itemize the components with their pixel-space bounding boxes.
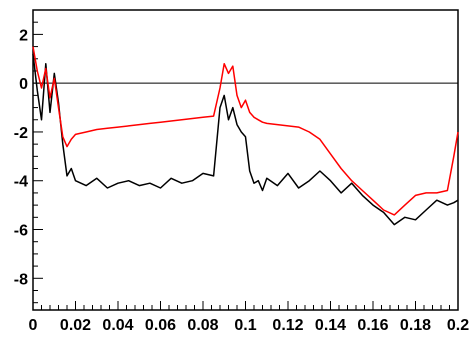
x-tick-label: 0 bbox=[29, 317, 38, 334]
x-tick-label: 0.16 bbox=[357, 317, 388, 334]
x-tick-label: 0.02 bbox=[60, 317, 91, 334]
y-tick-label: 2 bbox=[19, 27, 28, 44]
series-layer bbox=[32, 46, 459, 226]
y-tick-label: -6 bbox=[14, 223, 28, 240]
x-tick-labels: 0 0.02 0.04 0.06 0.08 0.1 0.12 0.14 0.16 0.18 0.2 bbox=[29, 317, 470, 334]
x-tick-label: 0.08 bbox=[187, 317, 218, 334]
x-tick-label: 0.2 bbox=[447, 317, 469, 334]
x-tick-label: 0.04 bbox=[102, 317, 133, 334]
plot-frame bbox=[32, 9, 459, 311]
y-tick-label: 0 bbox=[19, 76, 28, 93]
y-tick-labels: 2 0 -2 -4 -6 -8 bbox=[14, 27, 28, 288]
series-line-red bbox=[32, 46, 459, 216]
series-line-black bbox=[32, 53, 459, 226]
x-tick-label: 0.18 bbox=[400, 317, 431, 334]
x-tick-label: 0.1 bbox=[234, 317, 256, 334]
y-tick-label: -4 bbox=[14, 174, 28, 191]
y-tick-label: -8 bbox=[14, 271, 28, 288]
x-tick-label: 0.06 bbox=[145, 317, 176, 334]
y-tick-label: -2 bbox=[14, 125, 28, 142]
axis-ticks bbox=[32, 9, 459, 310]
x-tick-label: 0.12 bbox=[272, 317, 303, 334]
x-tick-label: 0.14 bbox=[315, 317, 346, 334]
